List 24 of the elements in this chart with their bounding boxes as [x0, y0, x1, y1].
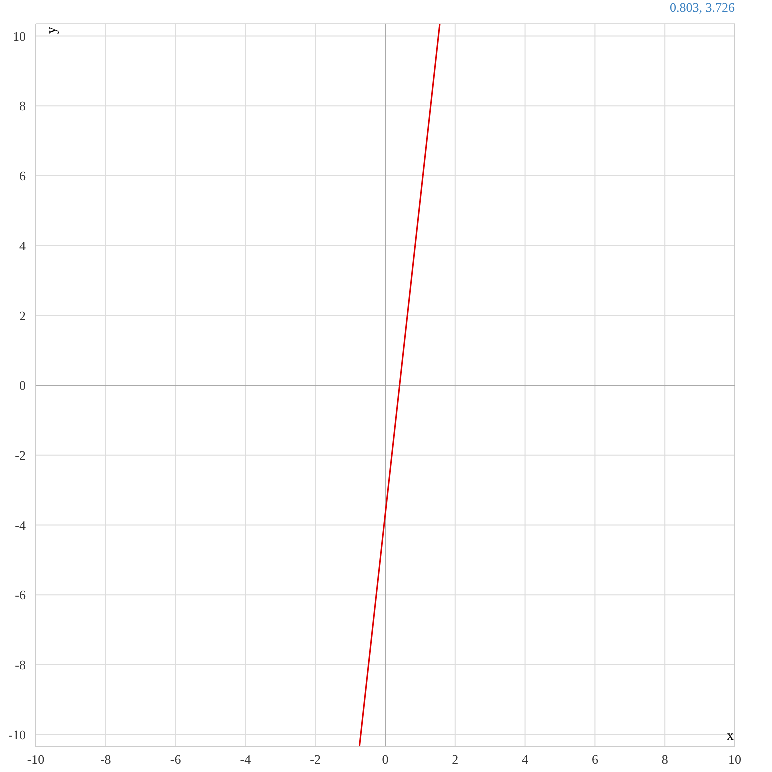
y-axis-title: y	[45, 27, 60, 34]
text: 0.803, 3.726	[670, 0, 735, 16]
x-tick-label: 4	[522, 752, 530, 768]
y-tick-label: 2	[20, 308, 26, 324]
x-tick-label: 2	[452, 752, 459, 768]
x-tick-label: 0	[382, 752, 389, 768]
x-tick-label: 10	[728, 752, 742, 768]
y-tick-label: 8	[20, 98, 26, 114]
y-tick-label: -6	[15, 588, 26, 603]
y-tick-label: 6	[20, 168, 26, 184]
y-tick-label: 4	[20, 238, 26, 254]
x-tick-label: 6	[592, 752, 599, 768]
x-tick-label: 8	[662, 752, 668, 768]
x-tick-label: -6	[170, 752, 182, 768]
y-tick-label: -2	[15, 448, 26, 463]
y-tick-label: -8	[15, 658, 26, 673]
x-tick-label: -4	[240, 752, 252, 768]
y-tick-label: 10	[13, 28, 26, 44]
y-tick-label: -10	[8, 727, 26, 742]
y-tick-label: 0	[20, 378, 26, 394]
x-axis-title: x	[727, 729, 734, 745]
y-tick-label: -4	[15, 518, 26, 533]
x-tick-label: -8	[100, 752, 112, 768]
x-tick-label: -2	[310, 752, 322, 768]
